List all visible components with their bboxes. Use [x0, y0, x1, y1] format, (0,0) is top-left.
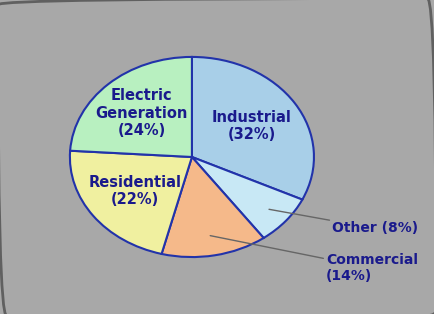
- Wedge shape: [192, 57, 314, 200]
- Text: Commercial
(14%): Commercial (14%): [210, 236, 418, 283]
- Wedge shape: [161, 157, 263, 257]
- Text: Industrial
(32%): Industrial (32%): [212, 110, 292, 142]
- Wedge shape: [192, 157, 302, 238]
- Wedge shape: [70, 57, 192, 157]
- Text: Residential
(22%): Residential (22%): [88, 175, 181, 207]
- Wedge shape: [70, 151, 192, 254]
- Text: Electric
Generation
(24%): Electric Generation (24%): [95, 88, 188, 138]
- Text: Other (8%): Other (8%): [269, 209, 418, 236]
